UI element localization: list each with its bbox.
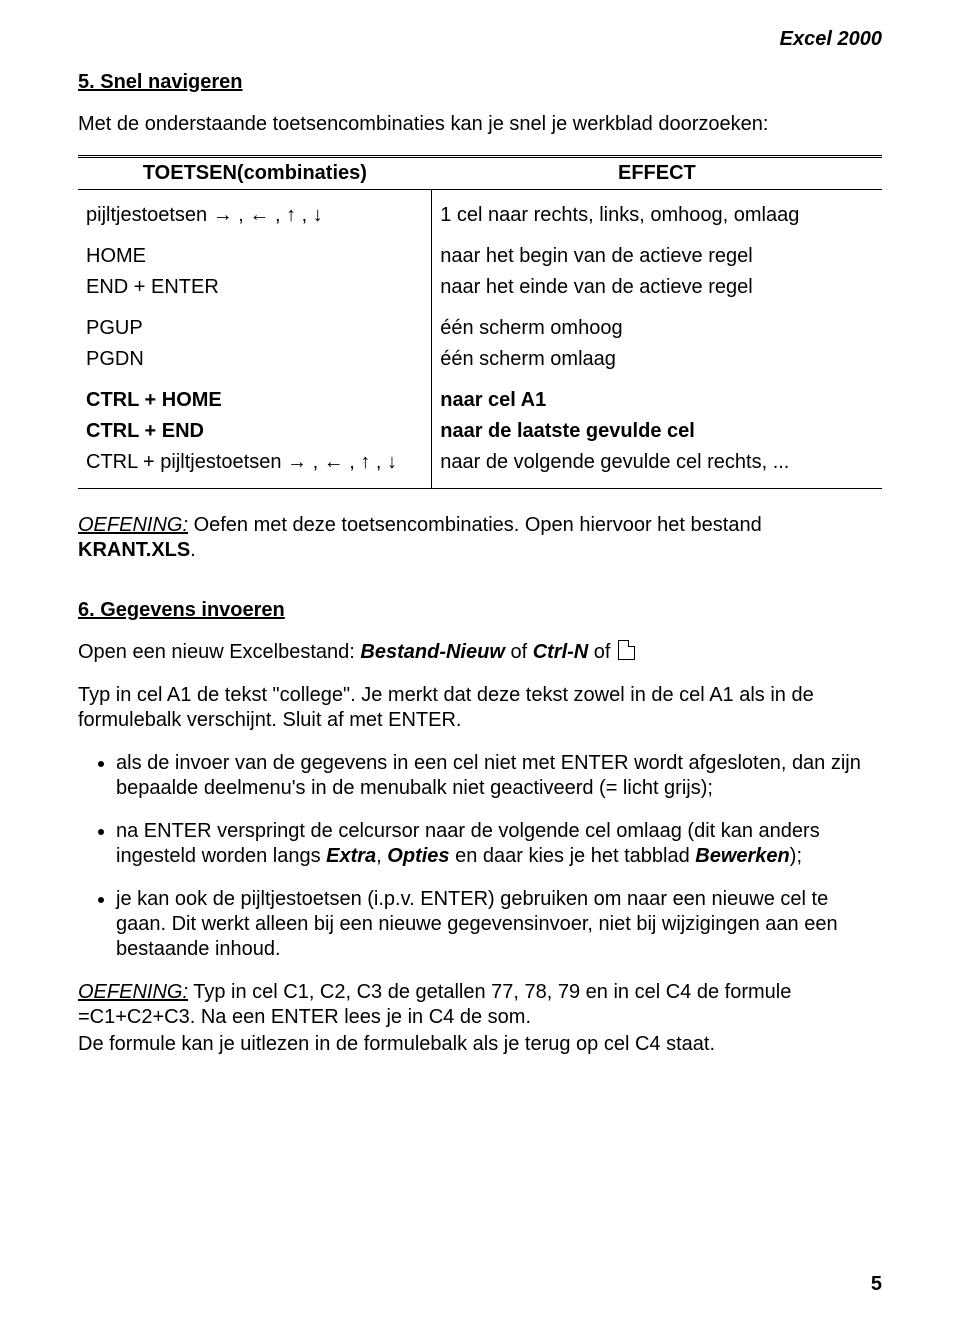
b2-k3: Bewerken <box>695 845 790 867</box>
list-item: na ENTER verspringt de celcursor naar de… <box>116 819 882 869</box>
table-header-keys: TOETSEN(combinaties) <box>78 157 432 190</box>
cell-key: CTRL + HOME <box>78 385 432 416</box>
list-item: als de invoer van de gegevens in een cel… <box>116 751 882 801</box>
open-sep2: of <box>588 641 616 663</box>
section6-exercise: OEFENING: Typ in cel C1, C2, C3 de getal… <box>78 980 882 1030</box>
section6-bullets: als de invoer van de gegevens in een cel… <box>78 751 882 962</box>
cell-key: pijltjestoetsen → , ← , ↑ , ↓ <box>78 200 432 231</box>
cell-effect: één scherm omlaag <box>432 344 882 375</box>
exercise-label: OEFENING: <box>78 981 188 1003</box>
section5-exercise: OEFENING: Oefen met deze toetsencombinat… <box>78 513 882 563</box>
table-row: PGDN één scherm omlaag <box>78 344 882 375</box>
open-shortcut: Ctrl-N <box>533 641 589 663</box>
cell-effect: naar het begin van de actieve regel <box>432 241 882 272</box>
section5-intro: Met de onderstaande toetsencombinaties k… <box>78 112 882 137</box>
cell-key: PGUP <box>78 313 432 344</box>
exercise-label: OEFENING: <box>78 514 188 536</box>
cell-key: HOME <box>78 241 432 272</box>
exercise-tail: . <box>190 539 196 561</box>
b2-k1: Extra <box>326 845 376 867</box>
cell-key: PGDN <box>78 344 432 375</box>
cell-effect: naar cel A1 <box>432 385 882 416</box>
b2-tail: ); <box>790 845 802 867</box>
b2-mid2: en daar kies je het tabblad <box>450 845 696 867</box>
open-menu: Bestand-Nieuw <box>360 641 504 663</box>
section6-para2: Typ in cel A1 de tekst "college". Je mer… <box>78 683 882 733</box>
b2-k2: Opties <box>387 845 449 867</box>
table-row: CTRL + END naar de laatste gevulde cel <box>78 416 882 447</box>
table-row: END + ENTER naar het einde van de actiev… <box>78 272 882 303</box>
list-item: je kan ook de pijltjestoetsen (i.p.v. EN… <box>116 887 882 962</box>
cell-key: CTRL + pijltjestoetsen → , ← , ↑ , ↓ <box>78 447 432 489</box>
table-row: pijltjestoetsen → , ← , ↑ , ↓ 1 cel naar… <box>78 200 882 231</box>
exercise-file: KRANT.XLS <box>78 539 190 561</box>
table-header-effect: EFFECT <box>432 157 882 190</box>
b2-mid1: , <box>376 845 387 867</box>
section6-title: 6. Gegevens invoeren <box>78 599 882 622</box>
cell-key: END + ENTER <box>78 272 432 303</box>
section6-open-line: Open een nieuw Excelbestand: Bestand-Nie… <box>78 640 882 665</box>
cell-key: CTRL + END <box>78 416 432 447</box>
open-pre: Open een nieuw Excelbestand: <box>78 641 360 663</box>
section5-title: 5. Snel navigeren <box>78 71 882 94</box>
cell-effect: één scherm omhoog <box>432 313 882 344</box>
section6-exercise-line2: De formule kan je uitlezen in de formule… <box>78 1032 882 1057</box>
open-sep: of <box>505 641 533 663</box>
table-row: CTRL + pijltjestoetsen → , ← , ↑ , ↓ naa… <box>78 447 882 489</box>
cell-effect: naar het einde van de actieve regel <box>432 272 882 303</box>
table-row: HOME naar het begin van de actieve regel <box>78 241 882 272</box>
table-row: PGUP één scherm omhoog <box>78 313 882 344</box>
header-brand: Excel 2000 <box>78 28 882 51</box>
page-number: 5 <box>871 1273 882 1296</box>
cell-effect: naar de laatste gevulde cel <box>432 416 882 447</box>
new-file-icon <box>618 640 635 660</box>
keyboard-shortcuts-table: TOETSEN(combinaties) EFFECT pijltjestoet… <box>78 155 882 489</box>
exercise-text: Oefen met deze toetsencombinaties. Open … <box>188 514 762 536</box>
cell-effect: 1 cel naar rechts, links, omhoog, omlaag <box>432 200 882 231</box>
table-row: CTRL + HOME naar cel A1 <box>78 385 882 416</box>
cell-effect: naar de volgende gevulde cel rechts, ... <box>432 447 882 489</box>
